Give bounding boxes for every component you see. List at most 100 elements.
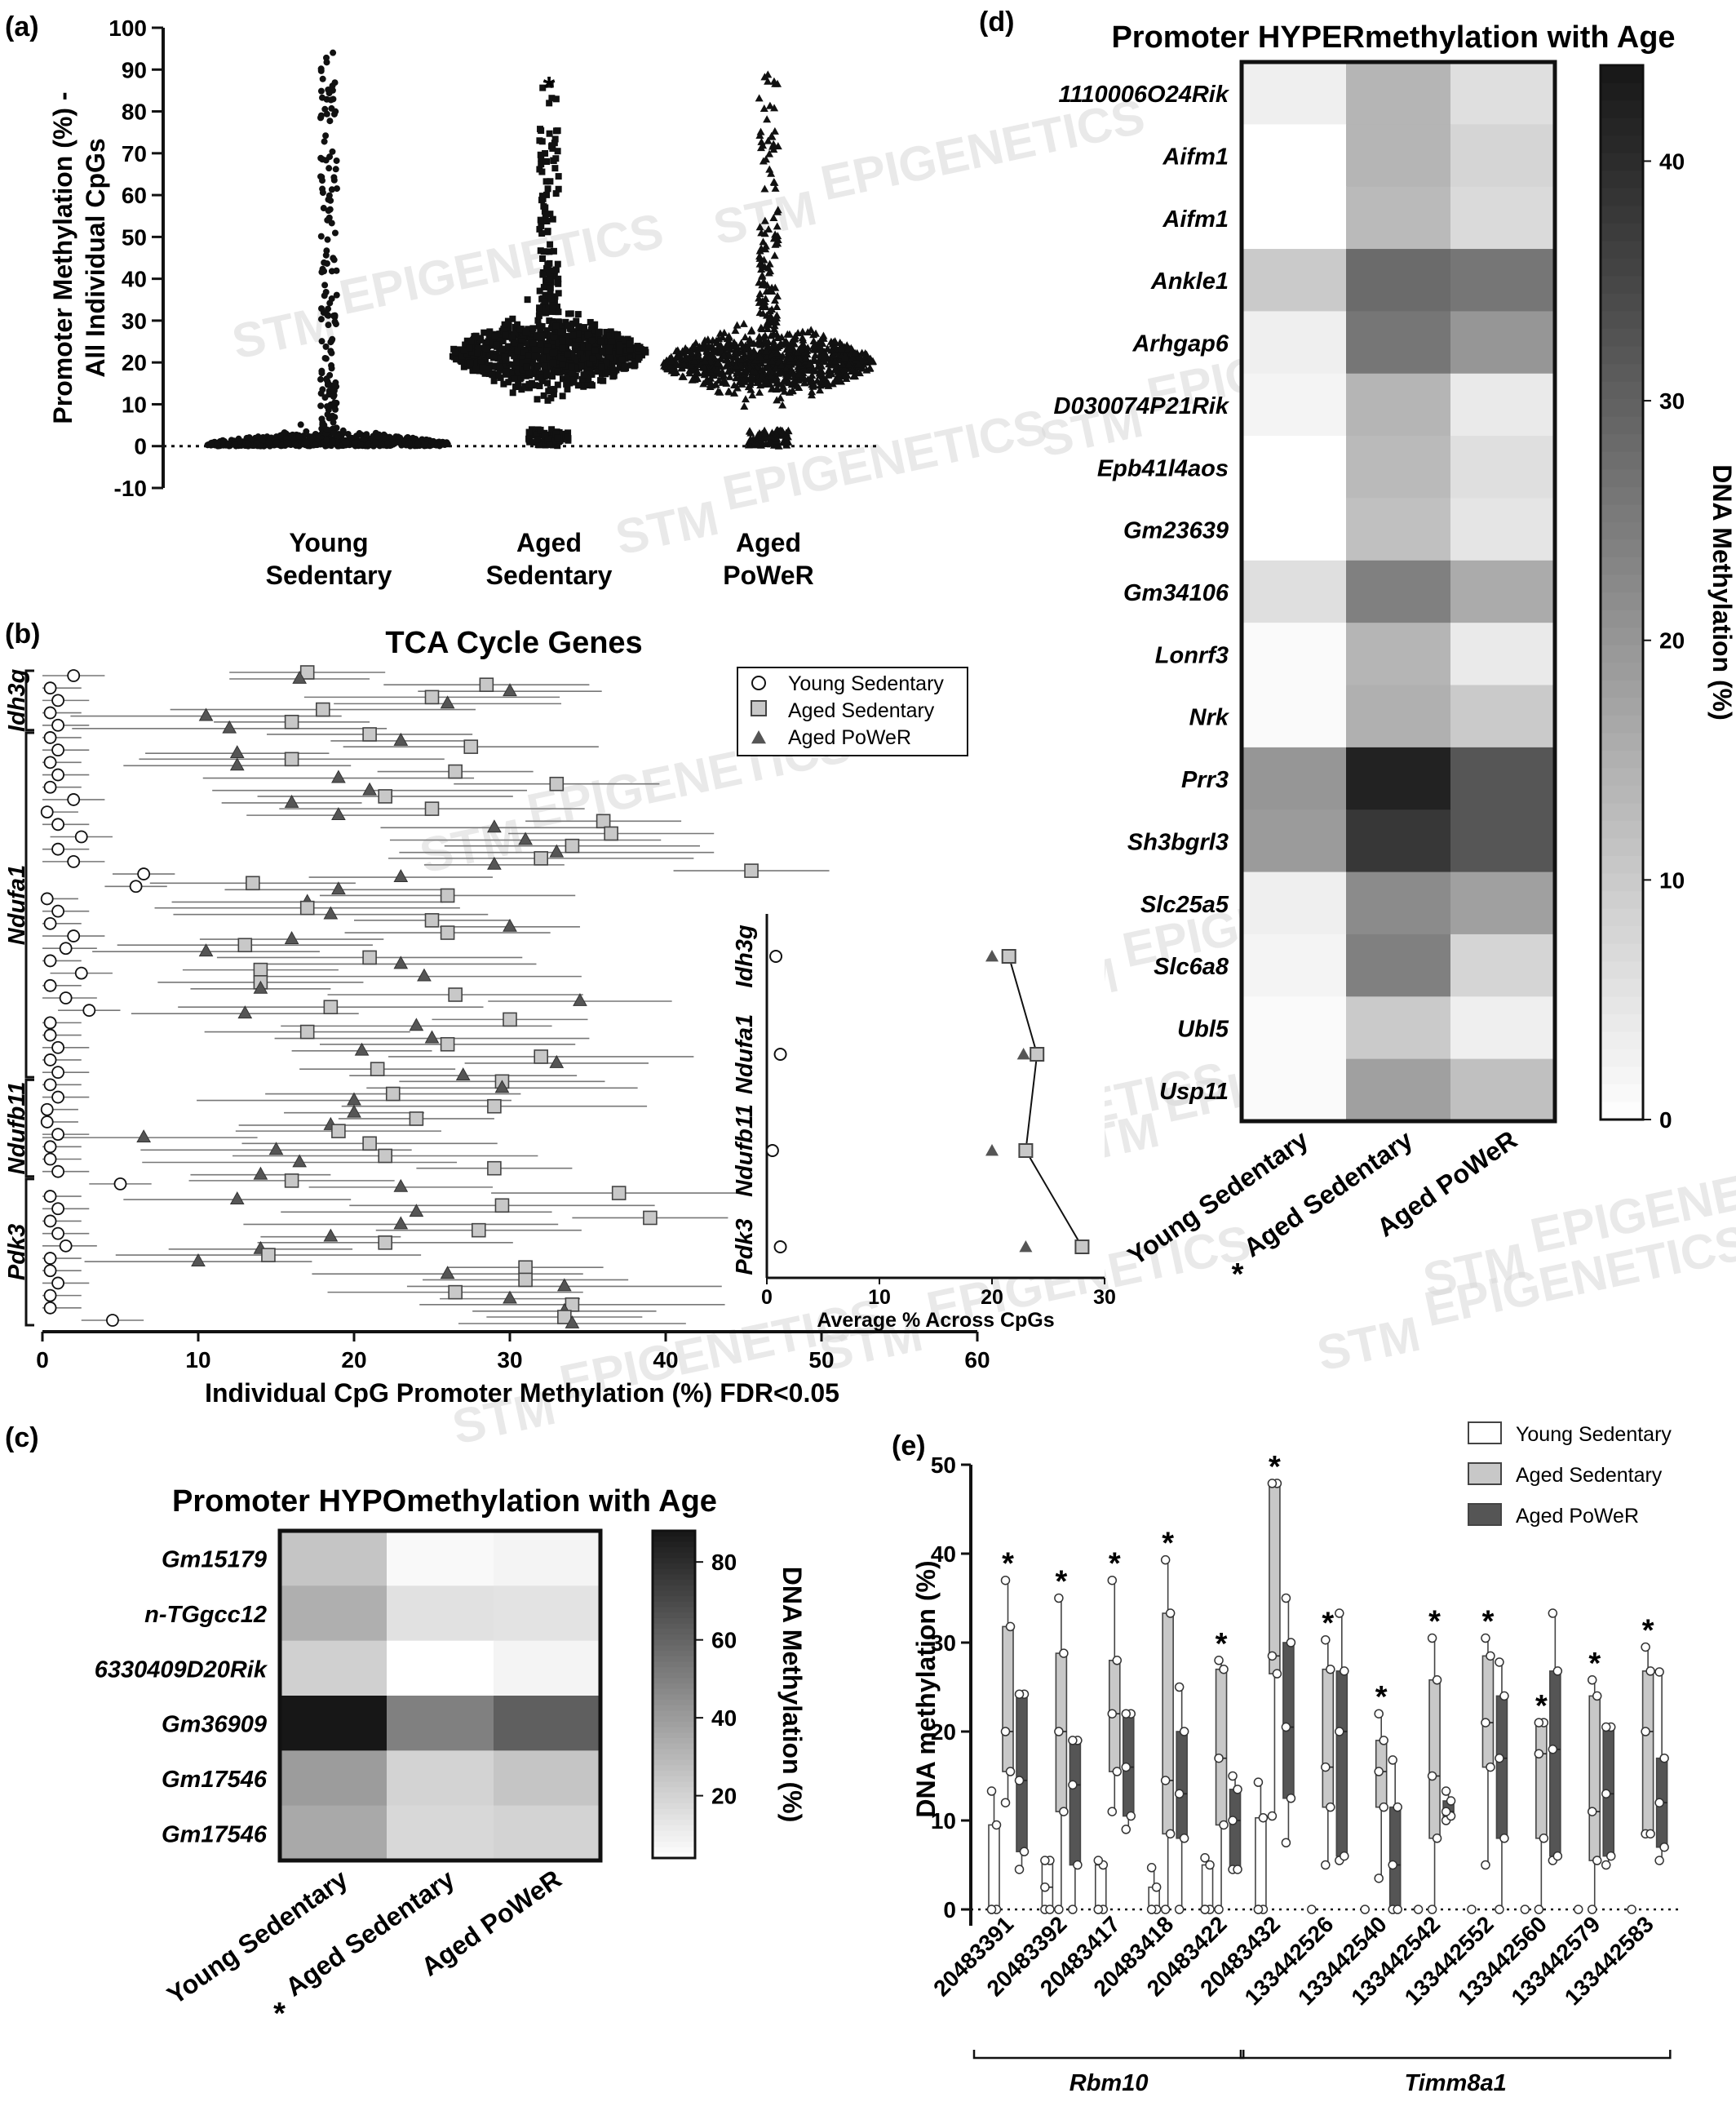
data-point (496, 330, 503, 338)
sample-point (1214, 1753, 1224, 1763)
aged-sedentary-point (315, 702, 330, 717)
data-point (631, 361, 639, 369)
data-point (755, 259, 764, 268)
data-point (328, 337, 335, 344)
data-point (551, 140, 558, 147)
sample-point (1374, 1767, 1384, 1776)
x-tick-label: 60 (964, 1347, 990, 1373)
sample-point (1179, 1727, 1189, 1736)
data-point (839, 364, 848, 372)
young-point (43, 954, 57, 968)
colorbar-step (1601, 399, 1643, 418)
sample-point (1427, 1771, 1437, 1781)
data-point (357, 440, 365, 447)
heatmap-cell (1242, 311, 1347, 375)
data-point (750, 339, 759, 348)
data-point (739, 376, 748, 384)
x-axis-label: Individual CpG Promoter Methylation (%) … (205, 1378, 839, 1408)
young-point (106, 1314, 119, 1327)
data-point (481, 357, 489, 365)
data-point (361, 436, 368, 443)
colorbar-step (1601, 100, 1643, 119)
data-point (207, 441, 215, 448)
data-point (255, 433, 262, 441)
sample-point (1093, 1905, 1104, 1914)
significance-marker: * (1535, 1689, 1548, 1723)
data-point (777, 361, 786, 369)
row-label: Aifm1 (1162, 144, 1229, 171)
cpg-row (42, 1049, 694, 1068)
heatmap-cell (1450, 871, 1556, 935)
data-point (321, 394, 329, 401)
colorbar-step (653, 1590, 695, 1597)
sample-point (1495, 1905, 1504, 1914)
data-point (500, 327, 507, 335)
sample-point (1486, 1762, 1495, 1772)
young-point (43, 731, 57, 744)
data-point (317, 402, 325, 410)
row-label: Slc6a8 (1154, 954, 1229, 980)
colorbar-step (653, 1727, 695, 1733)
cpg-row (42, 1297, 725, 1316)
data-point (765, 101, 774, 109)
sample-point (1000, 1575, 1011, 1585)
legend: Young Sedentary Aged Sedentary Aged PoWeR (737, 667, 968, 756)
young-point (51, 1226, 64, 1240)
sample-point (1499, 1834, 1509, 1843)
data-point (518, 338, 525, 345)
data-point (535, 313, 542, 320)
data-point (257, 442, 264, 450)
sample-point (1068, 1736, 1078, 1745)
colorbar-step (1601, 627, 1643, 646)
y-tick-label: 100 (108, 16, 147, 41)
data-point (536, 441, 543, 449)
colorbar-step (653, 1721, 695, 1728)
data-point (554, 442, 561, 450)
data-point (472, 333, 480, 340)
data-point (808, 382, 817, 390)
colorbar-step (653, 1672, 695, 1679)
data-point (779, 428, 788, 437)
data-point (525, 437, 533, 444)
heatmap-cell (1450, 186, 1556, 250)
data-point (618, 356, 626, 363)
group-label: PoWeR (723, 561, 813, 590)
colorbar-step (653, 1694, 695, 1701)
legend-entry: Aged Sedentary (788, 699, 935, 722)
legend-swatch (1468, 1421, 1502, 1444)
significance-marker: * (1216, 1627, 1228, 1661)
data-point (320, 421, 327, 428)
data-point (808, 366, 817, 374)
watermark-sub: EPIGENETICS (334, 203, 668, 325)
data-point (755, 388, 764, 396)
young-point (51, 1276, 64, 1290)
data-point (617, 363, 624, 370)
colorbar-step (1601, 241, 1643, 259)
aged-power-point (284, 794, 299, 808)
colorbar-step (1601, 486, 1643, 505)
aged-sedentary-point (463, 739, 479, 754)
data-point (573, 317, 580, 325)
data-point (718, 333, 727, 341)
data-point (505, 319, 512, 326)
data-point (777, 384, 786, 392)
data-point (571, 357, 578, 364)
box (1481, 1655, 1495, 1768)
data-point (759, 278, 768, 286)
data-point (551, 334, 558, 341)
data-point (303, 428, 310, 435)
young-point (43, 1252, 57, 1265)
data-point (746, 335, 755, 343)
heatmap-cell (494, 1696, 601, 1751)
y-tick-label: 10 (122, 392, 147, 417)
inset-young-point (769, 950, 783, 963)
data-point (599, 348, 606, 355)
data-point (273, 439, 281, 446)
data-point (526, 344, 534, 352)
data-point (770, 325, 779, 333)
data-point (769, 234, 778, 242)
data-point (830, 337, 839, 345)
sample-point (1388, 1755, 1397, 1765)
heatmap-frame (1239, 60, 1557, 1124)
colorbar-step (653, 1716, 695, 1723)
